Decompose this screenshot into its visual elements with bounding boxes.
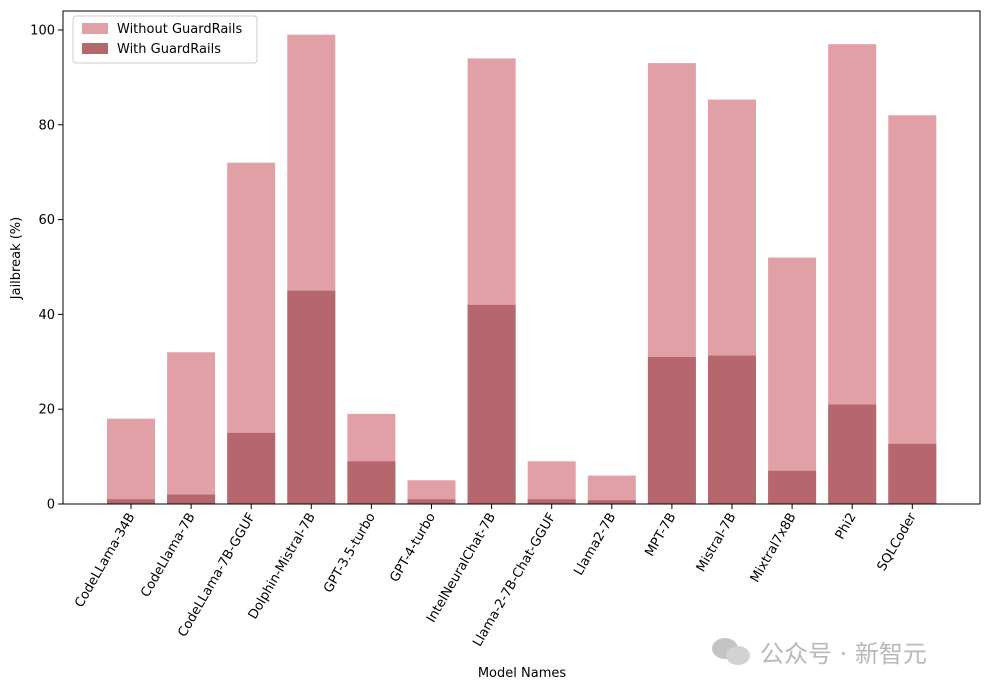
bar-with-6 xyxy=(467,304,516,504)
y-tick-label-3: 60 xyxy=(38,213,55,228)
x-tick-label-1: CodeLlama-7B xyxy=(138,511,198,600)
bar-without-1 xyxy=(167,352,216,504)
x-tick-label-8: Llama2-7B xyxy=(571,511,619,579)
legend-swatch-without xyxy=(82,23,108,34)
bar-without-7 xyxy=(527,461,576,504)
bar-with-1 xyxy=(167,494,216,504)
bar-with-5 xyxy=(407,499,456,504)
y-tick-label-1: 20 xyxy=(38,403,55,418)
x-tick-label-11: Mixtral7x8B xyxy=(748,511,800,586)
bar-with-4 xyxy=(347,461,396,504)
wechat-icon xyxy=(712,636,752,666)
x-tick-label-0: CodeLLama-34B xyxy=(72,511,138,611)
bar-with-12 xyxy=(828,404,877,504)
legend-label-without: Without GuardRails xyxy=(117,22,243,37)
x-tick-label-3: Dolphin-Mistral-7B xyxy=(246,511,319,623)
bar-with-2 xyxy=(227,432,276,504)
y-tick-label-4: 80 xyxy=(38,118,55,133)
y-tick-label-0: 0 xyxy=(47,498,55,513)
bar-without-13 xyxy=(888,115,937,505)
y-axis-title: Jailbreak (%) xyxy=(9,217,24,300)
bar-with-9 xyxy=(647,357,696,504)
x-tick-label-13: SQLCoder xyxy=(875,510,920,574)
x-tick-label-6: IntelNeuralChat-7B xyxy=(424,511,499,626)
bar-with-0 xyxy=(107,499,155,504)
bar-with-8 xyxy=(587,500,636,504)
bar-with-7 xyxy=(527,499,576,504)
x-tick-label-9: MPT-7B xyxy=(643,511,680,560)
legend-frame xyxy=(72,15,258,64)
x-axis: CodeLLama-34B CodeLlama-7BCodeLLama-7B-GG… xyxy=(72,504,920,649)
x-axis-title: Model Names xyxy=(478,666,567,681)
y-axis: 0 20 40 60 80 100 xyxy=(30,23,63,513)
x-tick-label-5: GPT-4-turbo xyxy=(387,510,439,584)
bar-with-10 xyxy=(708,355,756,504)
plot-frame xyxy=(62,10,981,505)
y-tick-label-2: 40 xyxy=(38,308,55,323)
x-tick-label-4: GPT-3.5-turbo xyxy=(321,510,379,595)
y-tick-label-5: 100 xyxy=(30,23,55,38)
bar-without-5 xyxy=(407,480,456,504)
watermark: 公众号 · 新智元 xyxy=(712,634,927,668)
bar-without-11 xyxy=(768,257,817,504)
x-tick-label-12: Phi2 xyxy=(833,511,860,543)
bar-with-13 xyxy=(888,443,937,504)
x-tick-label-10: Mistral-7B xyxy=(694,511,740,575)
bar-without-8 xyxy=(587,475,636,504)
legend: Without GuardRails With GuardRails xyxy=(72,15,258,64)
watermark-text: 公众号 · 新智元 xyxy=(760,639,927,668)
series-with-guardrails xyxy=(107,290,937,504)
legend-swatch-with xyxy=(82,43,108,54)
bar-with-3 xyxy=(287,290,336,504)
bar-with-11 xyxy=(768,470,817,504)
legend-label-with: With GuardRails xyxy=(117,42,221,57)
bar-without-0 xyxy=(107,418,155,504)
